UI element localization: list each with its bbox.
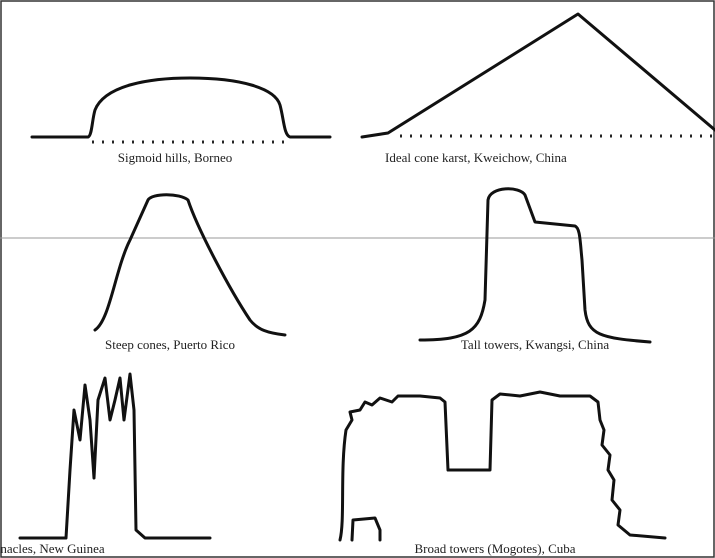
profile-label: Broad towers (Mogotes), Cuba: [414, 541, 575, 556]
sigmoid-hill-profile: [30, 76, 332, 139]
profile-label: Tall towers, Kwangsi, China: [461, 337, 609, 352]
broad-tower-profile: [338, 390, 667, 542]
profile-label: Sigmoid hills, Borneo: [118, 150, 232, 165]
profile-label: Pinnacles, New Guinea: [0, 541, 105, 556]
profile-label: Steep cones, Puerto Rico: [105, 337, 235, 352]
steep-cone-profile: [93, 193, 287, 337]
tall-tower-profile: [418, 187, 652, 344]
broad-tower-base: [350, 516, 382, 542]
cone-profile: [360, 12, 715, 139]
pinnacle-profile: [18, 372, 212, 540]
profile-label: Ideal cone karst, Kweichow, China: [385, 150, 567, 165]
